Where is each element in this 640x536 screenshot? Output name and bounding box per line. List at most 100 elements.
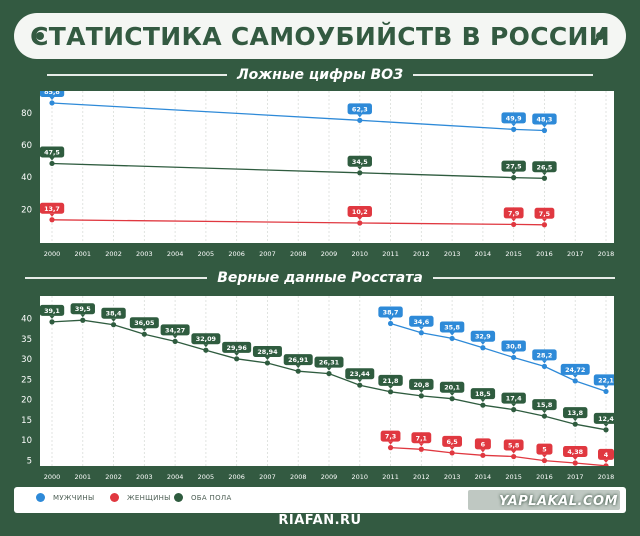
section-rule [432,277,615,279]
data-label-pointer-both [234,352,240,356]
x-tick-label: 2008 [290,250,307,258]
data-point-both [572,421,578,427]
data-label-box-women [536,443,553,455]
data-point-women [541,222,548,228]
data-point-both [357,170,363,176]
data-point-women [357,220,363,226]
data-label-pointer-both [357,379,363,383]
data-label-women: 4,38 [567,448,583,456]
section-head-rosstat: Верные данные Росстата [0,270,640,286]
data-label-men: 24,72 [565,366,585,374]
data-label-box-both [501,160,526,172]
legend-item-women: ЖЕНЩИНЫ [110,493,171,502]
data-label-women: 7,5 [539,210,550,218]
x-tick-label: 2011 [382,473,399,481]
data-label-men: 38,7 [383,308,399,316]
data-point-men [49,100,55,106]
x-tick-label: 2014 [475,250,492,258]
data-label-pointer-women [572,457,578,461]
data-label-pointer-men [603,385,609,389]
data-label-box-both [347,155,372,167]
data-label-women: 7,1 [416,434,427,442]
data-label-pointer-men [572,374,578,378]
data-point-men [387,320,394,327]
data-label-box-men [593,374,619,386]
legend-dot-both [174,493,183,502]
data-label-box-men [501,112,526,124]
data-point-both [541,175,548,181]
data-label-both: 28,94 [257,348,278,356]
y-axis-who: 20 40 60 80 [21,109,32,216]
x-tick-label: 2015 [505,473,522,481]
data-label-box-women [442,435,463,447]
data-point-both [387,389,394,395]
y-tick-label: 5 [27,456,32,466]
data-label-men: 22,1 [598,376,614,384]
y-tick-label: 10 [21,436,32,446]
data-label-both: 26,31 [319,359,339,367]
data-label-box-both [191,333,221,345]
data-label-both: 47,5 [44,148,60,156]
data-point-women [511,453,517,460]
x-tick-label: 2007 [259,250,276,258]
data-label-both: 20,8 [413,381,429,389]
legend-label-both: ОБА ПОЛА [191,493,232,502]
data-label-pointer-both [449,392,455,396]
watermark: YAPLAKAL.COM [499,494,618,509]
x-tick-label: 2018 [598,250,614,258]
data-point-women [572,460,578,466]
data-label-pointer-men [541,360,547,364]
data-label-box-both [345,368,375,380]
data-label-box-women [39,202,65,214]
data-point-men [572,378,578,384]
legend-label-men: МУЖЧИНЫ [53,493,95,502]
data-label-both: 13,8 [567,409,583,417]
data-label-box-both [222,341,252,353]
x-tick-label: 2003 [136,473,153,481]
data-label-women: 4 [604,451,609,459]
data-point-both [357,382,363,388]
x-tick-label: 2013 [444,473,461,481]
x-tick-label: 2003 [136,250,153,258]
data-point-both [511,407,517,413]
data-label-men: 30,8 [506,342,522,350]
data-point-men [418,330,424,336]
data-label-men: 35,8 [444,323,460,331]
data-label-pointer-women [49,213,55,217]
x-tick-label: 2008 [290,473,307,481]
data-label-box-women [474,438,491,450]
x-tick-label: 2007 [259,473,276,481]
y-tick-label: 35 [21,335,32,345]
data-label-pointer-both [541,172,547,176]
data-label-pointer-both [480,399,486,403]
x-tick-label: 2017 [567,250,584,258]
data-label-box-both [39,304,65,316]
data-label-box-both [532,161,557,173]
data-label-women: 5 [542,446,546,454]
data-label-women: 7,9 [508,209,520,217]
data-label-box-men [470,330,496,342]
x-tick-label: 2005 [198,473,215,481]
y-tick-label: 80 [21,109,32,119]
data-label-women: 7,3 [385,433,396,441]
data-label-pointer-women [603,459,609,463]
data-point-women [541,457,548,464]
data-label-box-both [593,412,619,424]
x-tick-label: 2002 [105,250,122,258]
data-label-box-both [532,399,557,411]
chart-who: 85,8 62,3 49,9 48,3 47,5 34,5 27,5 26,5 13,7 10,2… [39,85,607,243]
data-label-pointer-both [49,157,55,161]
data-label-pointer-both [388,385,394,389]
y-tick-label: 60 [21,141,32,151]
data-label-both: 20,1 [444,384,460,392]
data-label-pointer-men [449,332,455,336]
data-point-men [511,354,517,361]
y-tick-label: 25 [21,375,32,385]
x-tick-label: 2012 [413,473,430,481]
section-rule [46,74,227,76]
data-point-both [326,370,332,377]
data-label-pointer-both [111,318,117,322]
x-tick-label: 2002 [105,473,122,481]
x-tick-label: 2015 [505,250,522,258]
data-point-men [511,126,517,132]
